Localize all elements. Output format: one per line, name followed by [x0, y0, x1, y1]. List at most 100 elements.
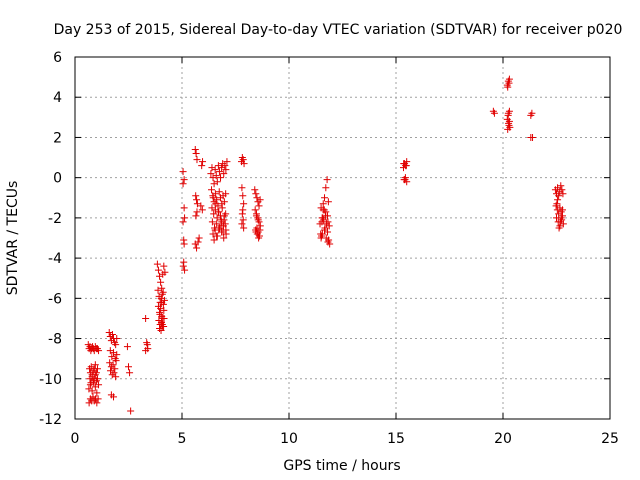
data-point [239, 206, 247, 214]
data-point [210, 210, 218, 218]
grid-layer [75, 57, 610, 419]
data-point [110, 393, 118, 401]
data-point [528, 109, 536, 117]
y-tick-label: -6 [48, 291, 62, 307]
data-point [208, 186, 216, 194]
data-point [504, 109, 512, 117]
tick-layer [74, 56, 611, 420]
data-point [112, 373, 120, 381]
data-point [324, 218, 332, 226]
data-point [157, 278, 165, 286]
data-point [324, 238, 332, 246]
data-point [156, 310, 164, 318]
data-point [209, 230, 217, 238]
data-point [195, 234, 203, 242]
data-point [90, 379, 98, 387]
data-point [322, 208, 330, 216]
data-point [251, 206, 259, 214]
y-tick-label: -4 [48, 251, 62, 267]
x-tick-label: 20 [494, 431, 512, 447]
y-tick-label: -12 [39, 412, 62, 428]
data-point [320, 216, 328, 224]
data-point [557, 214, 565, 222]
data-point [180, 258, 188, 266]
data-point [238, 184, 246, 192]
data-point [210, 236, 218, 244]
data-point [319, 200, 327, 208]
data-point [143, 341, 151, 349]
data-point [252, 212, 260, 220]
data-point [181, 214, 189, 222]
data-point [553, 200, 561, 208]
data-point [324, 198, 332, 206]
data-point [180, 204, 188, 212]
data-point [556, 218, 564, 226]
data-point [255, 202, 263, 210]
data-point [95, 381, 103, 389]
data-point [180, 176, 188, 184]
data-point [218, 228, 226, 236]
data-point [239, 216, 247, 224]
data-point [220, 234, 228, 242]
data-point [193, 196, 201, 204]
x-tick-label: 0 [71, 431, 80, 447]
y-tick-label: 2 [53, 130, 62, 146]
data-point [255, 234, 263, 242]
data-points [84, 75, 567, 415]
data-point [559, 190, 567, 198]
data-point [504, 83, 512, 91]
data-point [325, 222, 333, 230]
data-point [126, 369, 134, 377]
data-point [127, 407, 135, 415]
data-point [123, 343, 131, 351]
data-point [95, 347, 103, 355]
data-point [181, 266, 189, 274]
data-point [318, 230, 326, 238]
data-point [194, 238, 202, 246]
data-point [323, 176, 331, 184]
data-point [218, 218, 226, 226]
data-point [161, 268, 169, 276]
data-point [94, 395, 102, 403]
data-point [401, 176, 409, 184]
data-point [213, 220, 221, 228]
data-point [199, 158, 207, 166]
data-point [214, 208, 222, 216]
data-point [193, 156, 201, 164]
data-point [240, 200, 248, 208]
data-point [113, 335, 121, 343]
data-point [88, 387, 96, 395]
data-point [254, 216, 262, 224]
x-tick-label: 25 [601, 431, 619, 447]
data-point [211, 226, 219, 234]
data-point [207, 170, 215, 178]
data-point [222, 190, 230, 198]
data-point [198, 162, 206, 170]
data-point [109, 361, 117, 369]
data-point [402, 162, 410, 170]
data-point [322, 184, 330, 192]
data-point [160, 262, 168, 270]
y-tick-label: 0 [53, 171, 62, 187]
data-point [490, 109, 498, 117]
data-point [125, 363, 132, 371]
data-point [112, 357, 120, 365]
data-point [179, 168, 187, 176]
data-point [239, 192, 247, 200]
data-point [153, 260, 161, 268]
data-point [211, 166, 219, 174]
data-point [160, 306, 168, 314]
data-point [213, 232, 221, 240]
data-point [557, 182, 565, 190]
data-point [220, 212, 228, 220]
data-point [217, 174, 225, 182]
data-point [159, 288, 167, 296]
data-point [220, 222, 228, 230]
data-point [238, 220, 246, 228]
data-point [111, 365, 119, 373]
data-point [555, 192, 563, 200]
data-point [555, 224, 563, 232]
data-point [158, 284, 166, 292]
data-point [215, 188, 223, 196]
